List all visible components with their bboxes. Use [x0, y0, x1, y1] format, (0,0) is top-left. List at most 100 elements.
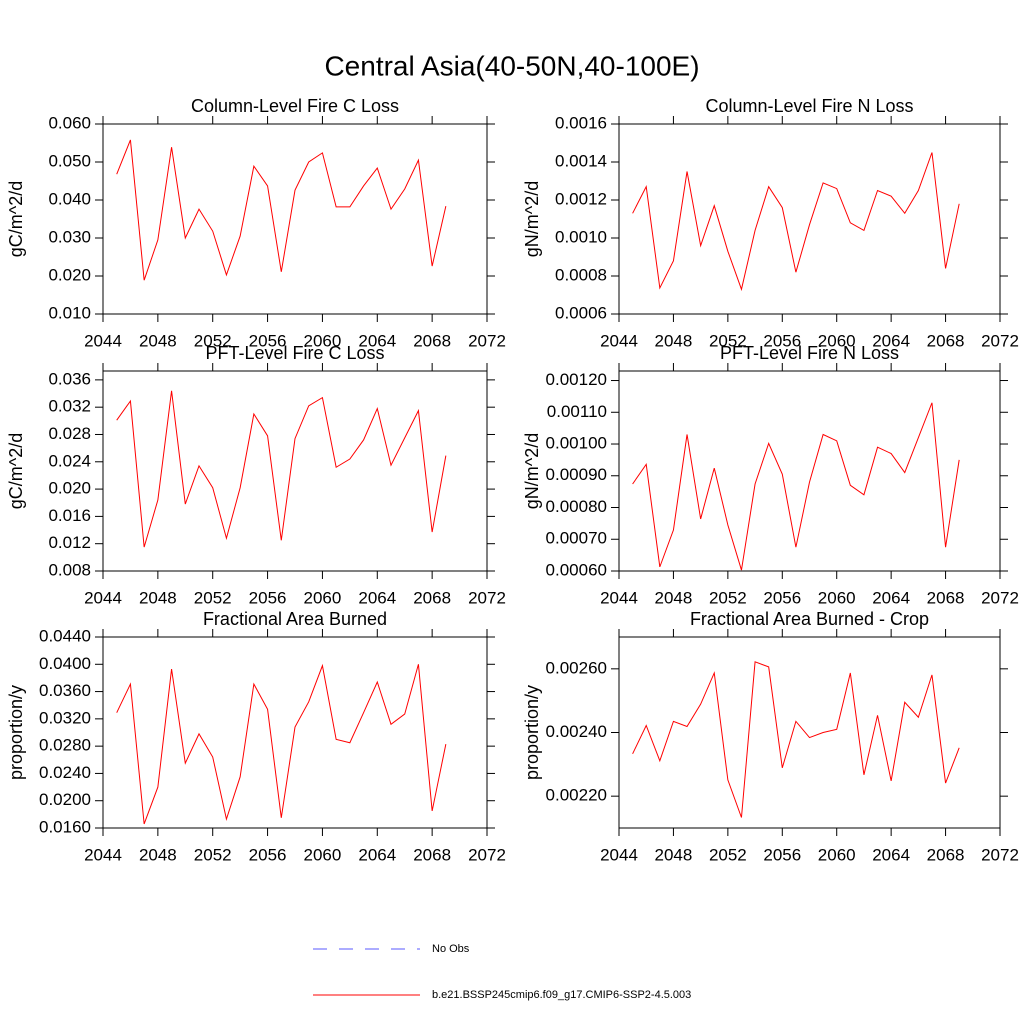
y-tick-label: 0.012 — [48, 533, 91, 552]
x-tick-label: 2044 — [600, 845, 638, 864]
y-tick-label: 0.030 — [48, 227, 91, 246]
x-tick-label: 2048 — [139, 845, 177, 864]
x-tick-label: 2060 — [818, 588, 856, 607]
y-tick-label: 0.00080 — [546, 497, 607, 516]
x-tick-label: 2052 — [194, 845, 232, 864]
y-tick-label: 0.050 — [48, 151, 91, 170]
y-tick-label: 0.0160 — [39, 817, 91, 836]
y-axis-label: proportion/y — [522, 685, 542, 780]
x-tick-label: 2052 — [194, 331, 232, 350]
y-tick-label: 0.00060 — [546, 560, 607, 579]
x-tick-label: 2064 — [358, 331, 396, 350]
plot-frame — [618, 370, 1001, 572]
x-tick-label: 2060 — [304, 588, 342, 607]
x-tick-label: 2044 — [84, 331, 122, 350]
y-tick-label: 0.0400 — [39, 654, 91, 673]
figure-title: Central Asia(40-50N,40-100E) — [324, 50, 699, 81]
y-tick-label: 0.00090 — [546, 465, 607, 484]
panel-title: PFT-Level Fire N Loss — [720, 343, 899, 363]
y-axis-label: gC/m^2/d — [6, 181, 26, 257]
x-tick-label: 2068 — [927, 588, 965, 607]
y-tick-label: 0.028 — [48, 424, 91, 443]
data-line — [632, 402, 960, 571]
plot-frame — [102, 123, 488, 315]
y-tick-label: 0.036 — [48, 369, 91, 388]
y-tick-label: 0.0360 — [39, 681, 91, 700]
x-tick-label: 2052 — [709, 331, 747, 350]
y-tick-label: 0.020 — [48, 265, 91, 284]
y-tick-label: 0.00120 — [546, 370, 607, 389]
x-tick-label: 2072 — [468, 845, 506, 864]
plot-frame — [102, 636, 488, 829]
y-axis-label: proportion/y — [6, 685, 26, 780]
x-tick-label: 2072 — [468, 588, 506, 607]
x-tick-label: 2044 — [84, 588, 122, 607]
y-tick-label: 0.00240 — [546, 722, 607, 741]
x-tick-label: 2072 — [981, 845, 1019, 864]
panel-title: Fractional Area Burned — [203, 609, 387, 629]
y-tick-label: 0.0006 — [555, 303, 607, 322]
x-tick-label: 2056 — [249, 845, 287, 864]
x-tick-label: 2068 — [413, 588, 451, 607]
y-tick-label: 0.010 — [48, 303, 91, 322]
x-tick-label: 2072 — [981, 588, 1019, 607]
x-tick-label: 2068 — [413, 845, 451, 864]
y-tick-label: 0.00260 — [546, 658, 607, 677]
x-tick-label: 2056 — [763, 331, 801, 350]
data-line — [116, 139, 447, 281]
y-tick-label: 0.0240 — [39, 763, 91, 782]
y-tick-label: 0.008 — [48, 560, 91, 579]
x-tick-label: 2060 — [304, 845, 342, 864]
y-tick-label: 0.0200 — [39, 790, 91, 809]
x-tick-label: 2060 — [818, 331, 856, 350]
x-tick-label: 2044 — [84, 845, 122, 864]
y-tick-label: 0.0008 — [555, 265, 607, 284]
panel-title: Column-Level Fire N Loss — [705, 96, 913, 116]
y-tick-label: 0.0012 — [555, 189, 607, 208]
y-tick-label: 0.0320 — [39, 708, 91, 727]
y-tick-label: 0.040 — [48, 189, 91, 208]
data-line — [116, 663, 447, 825]
legend-label: No Obs — [432, 943, 470, 955]
plot-frame — [618, 636, 1001, 829]
y-tick-label: 0.060 — [48, 113, 91, 132]
x-tick-label: 2048 — [139, 588, 177, 607]
plot-frame — [102, 370, 488, 572]
x-tick-label: 2044 — [600, 588, 638, 607]
x-tick-label: 2056 — [249, 331, 287, 350]
y-tick-label: 0.0280 — [39, 736, 91, 755]
x-tick-label: 2052 — [709, 845, 747, 864]
y-tick-label: 0.0014 — [555, 151, 607, 170]
data-line — [632, 661, 960, 818]
x-tick-label: 2060 — [304, 331, 342, 350]
x-tick-label: 2056 — [249, 588, 287, 607]
y-tick-label: 0.00110 — [547, 402, 607, 421]
y-tick-label: 0.020 — [48, 479, 91, 498]
y-tick-label: 0.00220 — [546, 786, 607, 805]
x-tick-label: 2048 — [139, 331, 177, 350]
x-tick-label: 2056 — [763, 845, 801, 864]
y-tick-label: 0.016 — [48, 506, 91, 525]
x-tick-label: 2072 — [981, 331, 1019, 350]
x-tick-label: 2064 — [872, 331, 910, 350]
x-tick-label: 2064 — [358, 845, 396, 864]
x-tick-label: 2064 — [358, 588, 396, 607]
x-tick-label: 2048 — [655, 845, 693, 864]
y-axis-label: gN/m^2/d — [522, 181, 542, 257]
x-tick-label: 2052 — [194, 588, 232, 607]
x-tick-label: 2068 — [413, 331, 451, 350]
x-tick-label: 2052 — [709, 588, 747, 607]
panel-title: Fractional Area Burned - Crop — [690, 609, 929, 629]
x-tick-label: 2064 — [872, 588, 910, 607]
data-line — [632, 152, 960, 292]
y-tick-label: 0.032 — [48, 397, 91, 416]
x-tick-label: 2064 — [872, 845, 910, 864]
plot-frame — [618, 123, 1001, 315]
panel-title: PFT-Level Fire C Loss — [205, 343, 384, 363]
y-tick-label: 0.0440 — [39, 626, 91, 645]
data-line — [116, 390, 447, 548]
x-tick-label: 2068 — [927, 845, 965, 864]
y-tick-label: 0.024 — [48, 451, 91, 470]
y-tick-label: 0.00070 — [546, 529, 607, 548]
